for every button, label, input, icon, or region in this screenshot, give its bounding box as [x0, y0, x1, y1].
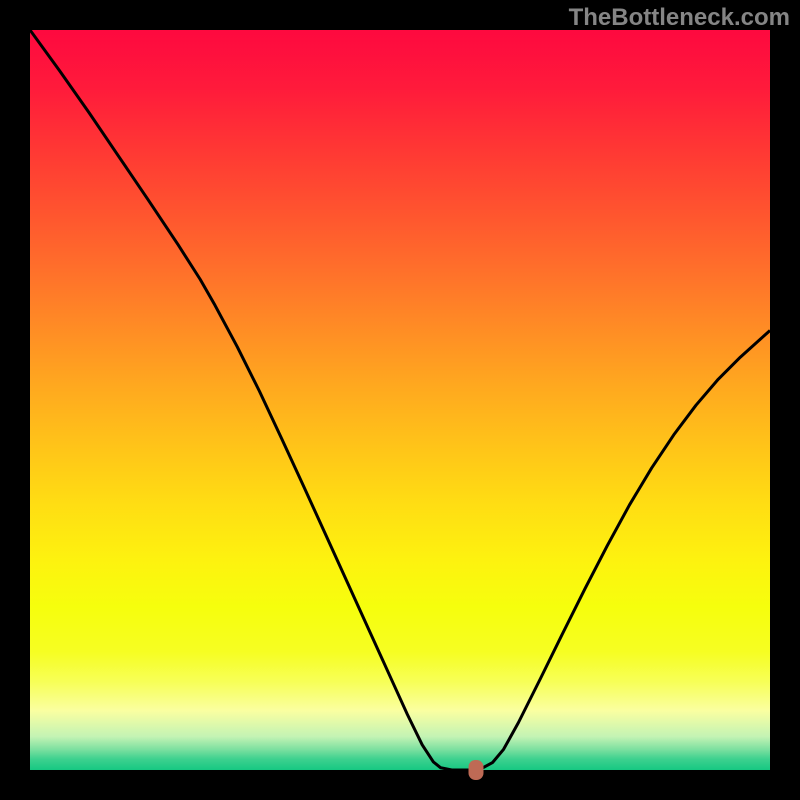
plot-svg	[30, 30, 770, 770]
gradient-background	[30, 30, 770, 770]
watermark-text: TheBottleneck.com	[569, 4, 790, 32]
plot-area	[30, 30, 770, 770]
optimum-marker	[469, 760, 484, 780]
